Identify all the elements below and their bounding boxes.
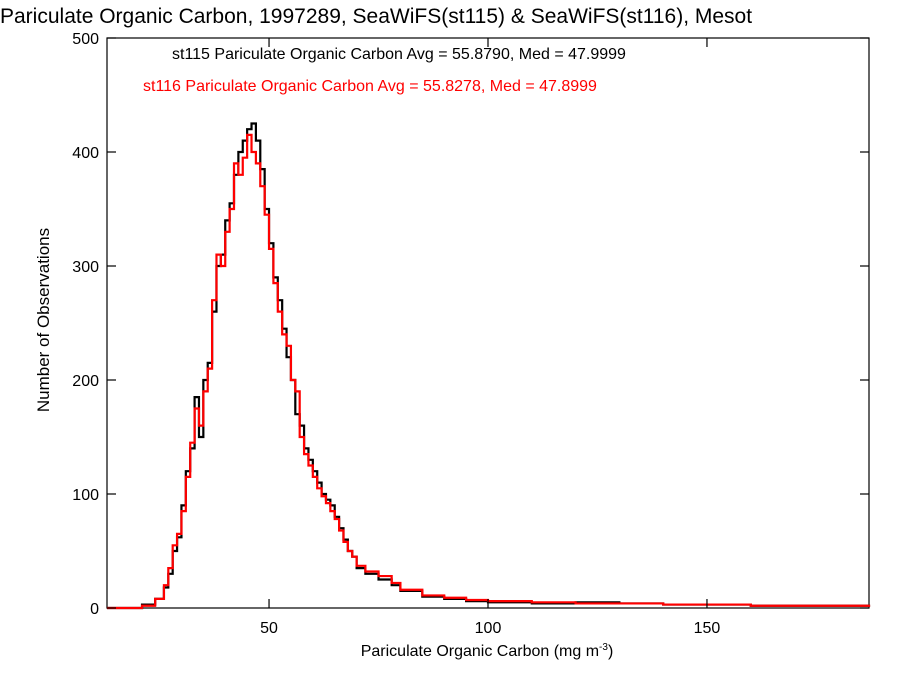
y-tick-label-0: 0	[90, 601, 99, 618]
x-tick-label-100: 100	[475, 620, 502, 637]
tick-layer: 50 100 150 0 100 200 300 400 500	[72, 31, 869, 637]
y-tick-label-100: 100	[72, 487, 99, 504]
series-line-2	[107, 133, 871, 610]
annotation-st116: st116 Pariculate Organic Carbon Avg = 55…	[143, 78, 597, 95]
y-tick-label-500: 500	[72, 31, 99, 48]
x-tick-label-50: 50	[260, 620, 278, 637]
y-tick-label-400: 400	[72, 145, 99, 162]
annotation-st115: st115 Pariculate Organic Carbon Avg = 55…	[172, 46, 626, 63]
series-line-1	[107, 122, 871, 610]
plot-area: 50 100 150 0 100 200 300 400 500	[72, 31, 871, 637]
plot-frame	[106, 37, 870, 609]
x-axis-label: Pariculate Organic Carbon (mg m-3)	[361, 642, 614, 660]
y-axis-label: Number of Observations	[34, 228, 53, 412]
x-tick-label-150: 150	[694, 620, 721, 637]
y-tick-label-200: 200	[72, 373, 99, 390]
y-tick-label-300: 300	[72, 259, 99, 276]
chart-title: Pariculate Organic Carbon, 1997289, SeaW…	[0, 5, 752, 28]
series-layer	[107, 122, 871, 610]
